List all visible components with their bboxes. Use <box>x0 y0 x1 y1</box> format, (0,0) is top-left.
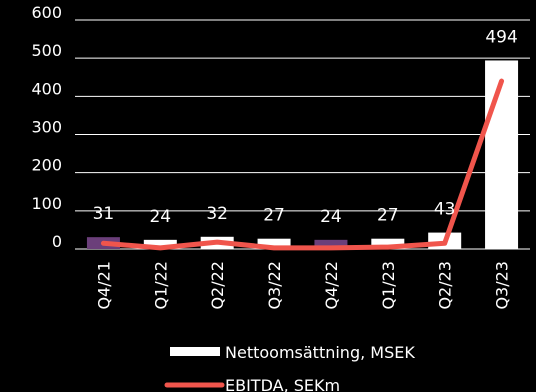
legend-swatch-nettoomsattning <box>170 347 220 356</box>
legend-label-nettoomsattning: Nettoomsättning, MSEK <box>225 343 415 362</box>
y-tick-label: 500 <box>31 41 62 60</box>
bar-Q1-22 <box>143 239 177 249</box>
y-axis: 0 100 200 300 400 500 600 <box>31 3 62 251</box>
x-tick-label-Q1-23: Q1/23 <box>379 261 398 310</box>
data-label-Q2-22: 32 <box>206 204 228 224</box>
y-tick-label: 0 <box>52 232 62 251</box>
legend-label-ebitda: EBITDA, SEKm <box>225 376 340 392</box>
x-tick-label-Q1-22: Q1/22 <box>151 261 170 310</box>
data-label-Q1-23: 27 <box>377 206 399 226</box>
x-tick-label-Q4-21: Q4/21 <box>94 261 113 310</box>
y-tick-label: 200 <box>31 156 62 175</box>
x-tick-label-Q2-23: Q2/23 <box>436 261 455 310</box>
x-tick-label-Q2-22: Q2/22 <box>208 261 227 310</box>
data-label-Q1-22: 24 <box>149 207 171 227</box>
bar-Q1-23 <box>371 238 405 249</box>
x-axis: Q4/21 Q1/22 Q2/22 Q3/22 Q4/22 Q1/23 Q2/23 Q3/23 <box>94 261 511 310</box>
y-tick-label: 300 <box>31 118 62 137</box>
ebitda-line <box>100 78 505 251</box>
x-tick-label-Q3-22: Q3/22 <box>265 261 284 310</box>
gridlines <box>75 19 530 250</box>
x-tick-label-Q3-23: Q3/23 <box>493 261 512 310</box>
y-tick-label: 400 <box>31 79 62 98</box>
legend: Nettoomsättning, MSEK EBITDA, SEKm <box>164 343 415 392</box>
data-label-Q4-22: 24 <box>320 207 342 227</box>
bar-Q4-22 <box>314 239 348 249</box>
data-label-Q3-22: 27 <box>263 206 285 226</box>
data-label-Q4-21: 31 <box>93 204 115 224</box>
y-tick-label: 600 <box>31 3 62 22</box>
bar-Q3-22 <box>257 238 291 249</box>
data-label-Q3-23: 494 <box>485 27 517 47</box>
bars <box>86 60 519 249</box>
data-labels: 31 24 32 27 24 27 43 494 <box>93 27 518 226</box>
ebitda-line-group <box>100 78 505 251</box>
bar-Q3-23 <box>485 60 519 249</box>
y-tick-label: 100 <box>31 194 62 213</box>
data-label-Q2-23: 43 <box>434 200 456 220</box>
x-tick-label-Q4-22: Q4/22 <box>322 261 341 310</box>
